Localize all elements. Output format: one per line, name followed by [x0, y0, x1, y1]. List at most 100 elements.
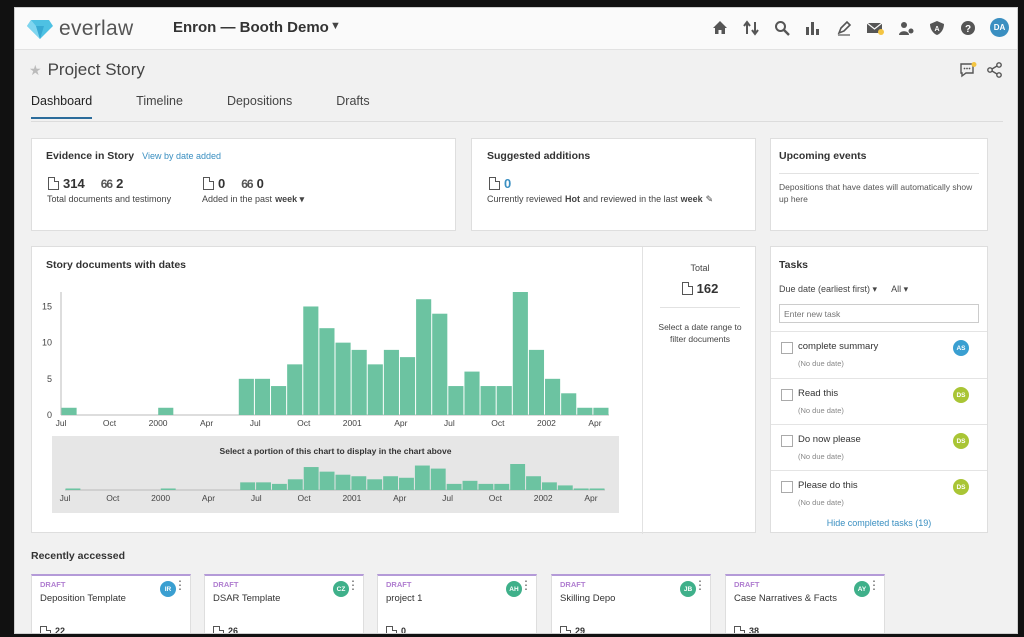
recent-draft-card[interactable]: DRAFT Skilling Depo JB ⋮ 29	[551, 574, 711, 634]
chart-bar	[287, 364, 303, 415]
sort-dropdown[interactable]: Due date (earliest first) ▾	[779, 284, 878, 294]
chart-bar	[238, 378, 254, 415]
app-window: everlaw Enron — Booth Demo ▼	[14, 7, 1018, 634]
added-testimony-count: 0	[256, 176, 264, 191]
overview-bar	[446, 483, 462, 490]
edit-period-icon[interactable]: ✎	[705, 194, 714, 204]
upcoming-events-card: Upcoming events Depositions that have da…	[770, 138, 988, 231]
draft-doc-count: 0	[386, 626, 407, 634]
task-checkbox[interactable]	[781, 342, 793, 354]
overview-x-tick-label: 2000	[151, 493, 170, 503]
upcoming-divider	[779, 173, 979, 174]
case-title[interactable]: Enron — Booth Demo	[173, 19, 329, 36]
x-tick-label: 2000	[149, 418, 168, 428]
evidence-testimony-stat: 66 2	[101, 176, 124, 191]
draft-tag: DRAFT	[213, 580, 239, 589]
more-options-icon[interactable]: ⋮	[520, 578, 532, 592]
mail-icon[interactable]	[866, 19, 884, 37]
upcoming-text: Depositions that have dates will automat…	[779, 182, 973, 204]
task-due: (No due date)	[798, 406, 844, 415]
added-docs-count: 0	[218, 176, 226, 191]
draft-count-value: 29	[575, 626, 586, 634]
pen-icon[interactable]	[835, 19, 853, 37]
suggested-title: Suggested additions	[487, 150, 591, 162]
chart-bar	[432, 313, 448, 415]
x-tick-label: 2001	[343, 418, 362, 428]
draft-doc-count: 38	[734, 626, 760, 634]
y-tick-label: 15	[42, 301, 52, 311]
more-options-icon[interactable]: ⋮	[694, 578, 706, 592]
chart-bar	[254, 378, 271, 415]
overview-chart[interactable]: Jul Oct 2000 Apr Jul Oct 2001 Apr Jul Oct 2002 Apr	[52, 436, 619, 513]
share-icon[interactable]	[987, 62, 1003, 83]
draft-count-value: 26	[228, 626, 239, 634]
period-dropdown[interactable]: week ▾	[275, 194, 305, 204]
evidence-docs-count: 314	[63, 176, 85, 191]
task-checkbox[interactable]	[781, 481, 793, 493]
added-docs-stat: 0	[203, 176, 225, 191]
overview-bar	[414, 465, 430, 490]
more-options-icon[interactable]: ⋮	[868, 578, 880, 592]
sort-icon[interactable]	[742, 19, 760, 37]
overview-bar	[256, 482, 271, 490]
everlaw-logo[interactable]: everlaw	[27, 17, 133, 41]
star-icon[interactable]: ★	[29, 61, 42, 78]
overview-x-tick-label: Apr	[393, 493, 406, 503]
help-icon[interactable]: ?	[959, 19, 977, 37]
y-tick-label: 0	[47, 410, 52, 420]
recent-draft-card[interactable]: DRAFT DSAR Template CZ ⋮ 26	[204, 574, 364, 634]
top-navigation-bar: everlaw Enron — Booth Demo ▼	[15, 8, 1017, 50]
task-assignee-avatar: DS	[953, 479, 969, 495]
shield-icon[interactable]: A	[928, 19, 946, 37]
x-tick-label: Jul	[250, 418, 261, 428]
home-icon[interactable]	[711, 19, 729, 37]
overview-bar	[573, 488, 589, 490]
recent-draft-card[interactable]: DRAFT Deposition Template IR ⋮ 22	[31, 574, 191, 633]
tab-timeline[interactable]: Timeline	[136, 94, 183, 108]
task-checkbox[interactable]	[781, 389, 793, 401]
task-row[interactable]: Read this (No due date) DS	[771, 378, 987, 424]
search-icon[interactable]	[773, 19, 791, 37]
suggested-label-hot: Hot	[565, 194, 581, 204]
chart-bar	[61, 407, 77, 415]
task-text: Read this	[798, 388, 839, 399]
task-checkbox[interactable]	[781, 435, 793, 447]
bar-chart-icon[interactable]	[804, 19, 822, 37]
suggested-card: Suggested additions 0 Currently reviewed…	[471, 138, 756, 231]
task-row[interactable]: Do now please (No due date) DS	[771, 424, 987, 470]
view-by-date-link[interactable]: View by date added	[142, 151, 222, 161]
task-due: (No due date)	[798, 359, 844, 368]
overview-bar	[510, 464, 526, 490]
suggested-label-mid: and reviewed in the last	[583, 194, 678, 204]
more-options-icon[interactable]: ⋮	[174, 578, 186, 592]
tab-drafts[interactable]: Drafts	[336, 94, 370, 108]
story-chart[interactable]: 0 5 10 15 Jul Oct 2000 Apr Jul Oct 2001 Apr Jul Oct 20…	[32, 282, 632, 432]
task-row[interactable]: Please do this (No due date) DS	[771, 470, 987, 516]
overview-x-tick-label: Jul	[251, 493, 262, 503]
new-task-input[interactable]	[779, 304, 979, 323]
hide-completed-link[interactable]: Hide completed tasks (19)	[826, 518, 932, 528]
case-dropdown-icon[interactable]: ▼	[330, 20, 341, 32]
recent-draft-card[interactable]: DRAFT Case Narratives & Facts AY ⋮ 38	[725, 574, 885, 634]
recent-draft-card[interactable]: DRAFT project 1 AH ⋮ 0	[377, 574, 537, 634]
page-title: Project Story	[47, 60, 145, 79]
more-options-icon[interactable]: ⋮	[347, 578, 359, 592]
tab-depositions[interactable]: Depositions	[226, 94, 293, 108]
draft-count-value: 38	[749, 626, 760, 634]
overview-bar	[399, 477, 414, 490]
draft-count-value: 0	[401, 626, 407, 634]
overview-chart-panel[interactable]: Select a portion of this chart to displa…	[52, 436, 619, 513]
filter-dropdown[interactable]: All ▾	[891, 284, 909, 294]
tab-dashboard[interactable]: Dashboard	[31, 94, 93, 119]
task-row[interactable]: complete summary (No due date) AS	[771, 331, 987, 377]
people-icon[interactable]	[897, 19, 915, 37]
chart-bar	[512, 292, 528, 415]
x-tick-label: Oct	[491, 418, 505, 428]
suggested-count[interactable]: 0	[504, 176, 512, 191]
chat-icon[interactable]	[959, 62, 977, 83]
chart-bar	[545, 378, 561, 415]
user-avatar[interactable]: DA	[990, 18, 1009, 37]
document-icon	[48, 177, 59, 190]
draft-tag: DRAFT	[386, 580, 412, 589]
document-icon	[560, 626, 571, 633]
